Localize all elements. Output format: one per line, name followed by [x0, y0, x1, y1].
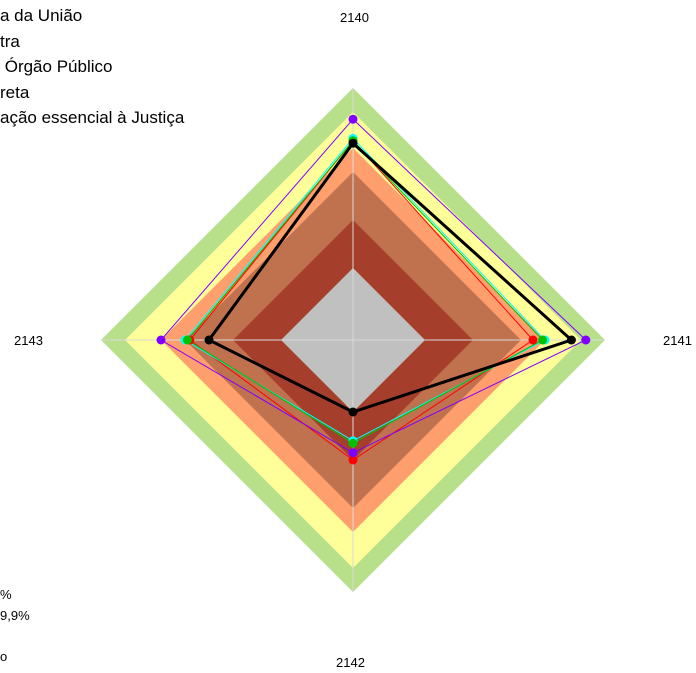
legend-entry-4: reta	[0, 83, 30, 102]
series-1-point-2141	[528, 335, 538, 345]
legend-bottom-1: %	[0, 587, 12, 602]
series-4-point-2143	[156, 335, 166, 345]
series-0-point-2140	[348, 138, 358, 148]
axis-label-2140: 2140	[340, 10, 369, 25]
series-1-point-2142	[348, 455, 358, 465]
legend-bottom-2: 9,9%	[0, 608, 30, 623]
series-0-point-2143	[204, 335, 214, 345]
series-3-point-2141	[538, 335, 548, 345]
axis-label-2142: 2142	[336, 655, 365, 670]
axis-label-2143: 2143	[14, 333, 43, 348]
series-0-point-2142	[348, 407, 358, 417]
legend-entry-2: tra	[0, 32, 20, 51]
axis-label-2141: 2141	[663, 333, 692, 348]
legend-entry-1: a da União	[0, 6, 82, 25]
legend-bottom-3: o	[0, 649, 7, 664]
series-4-point-2142	[348, 448, 358, 458]
legend-bottom: % 9,9% o	[0, 587, 30, 664]
series-3-point-2142	[348, 438, 358, 448]
series-3-point-2143	[182, 335, 192, 345]
legend-top: a da União tra Órgão Público reta ação e…	[0, 6, 185, 127]
legend-entry-5: ação essencial à Justiça	[0, 108, 185, 127]
series-4-point-2141	[581, 335, 591, 345]
series-4-point-2140	[348, 114, 358, 124]
data-points	[156, 114, 591, 465]
legend-entry-3: Órgão Público	[0, 57, 112, 76]
series-0-point-2141	[566, 335, 576, 345]
